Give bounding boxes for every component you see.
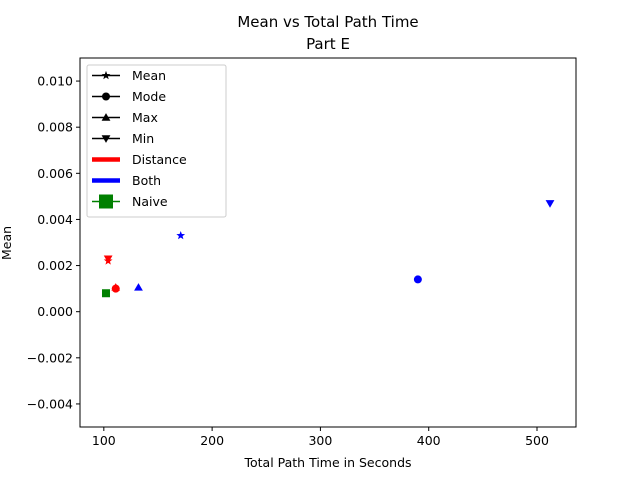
legend-label: Both: [132, 173, 161, 188]
chart-subtitle: Part E: [306, 35, 350, 53]
y-tick-label: −0.004: [27, 396, 73, 411]
y-tick-label: 0.004: [37, 212, 73, 227]
data-point-circle: [413, 275, 422, 284]
legend-marker-star: [101, 70, 111, 80]
legend-label: Naive: [132, 194, 168, 209]
y-tick-label: 0.002: [37, 258, 73, 273]
data-point-square: [101, 289, 110, 298]
legend-label: Mode: [132, 89, 166, 104]
y-tick-label: 0.008: [37, 120, 73, 135]
y-tick-label: −0.002: [27, 350, 73, 365]
x-tick-label: 200: [200, 433, 224, 448]
legend: Mean Mode Max Min Distance Both Naive: [86, 64, 227, 218]
x-tick-label: 300: [308, 433, 332, 448]
x-tick-label: 400: [417, 433, 441, 448]
plot-area-frame: [79, 57, 577, 428]
legend-label: Max: [132, 110, 158, 125]
x-tick-label: 100: [92, 433, 116, 448]
legend-marker-circle: [102, 92, 110, 101]
legend-frame: [86, 64, 227, 218]
legend-label: Distance: [132, 152, 187, 167]
legend-marker-triangle-up: [101, 113, 111, 121]
legend-label: Min: [132, 131, 154, 146]
x-tick-label: 500: [525, 433, 549, 448]
legend-marker-triangle-down: [101, 135, 111, 143]
data-point-triangle-up: [134, 283, 143, 291]
y-axis-label: Mean: [0, 226, 14, 260]
x-axis-ticks: 100 200 300 400 500: [92, 427, 549, 448]
y-tick-label: 0.006: [37, 166, 73, 181]
legend-marker-square: [99, 194, 113, 209]
legend-label: Mean: [132, 68, 166, 83]
plot-marks: [101, 200, 555, 298]
data-point-circle: [111, 284, 120, 293]
y-tick-label: 0.000: [37, 304, 73, 319]
data-point-star: [176, 230, 186, 240]
chart-title: Mean vs Total Path Time: [237, 13, 418, 31]
x-axis-label: Total Path Time in Seconds: [243, 455, 411, 470]
data-point-triangle-down: [545, 200, 555, 208]
data-point-star: [103, 256, 113, 265]
y-axis-ticks: −0.004 −0.002 0.000 0.002 0.004 0.006 0.008 0.0…: [27, 74, 80, 411]
y-tick-label: 0.010: [37, 74, 73, 89]
